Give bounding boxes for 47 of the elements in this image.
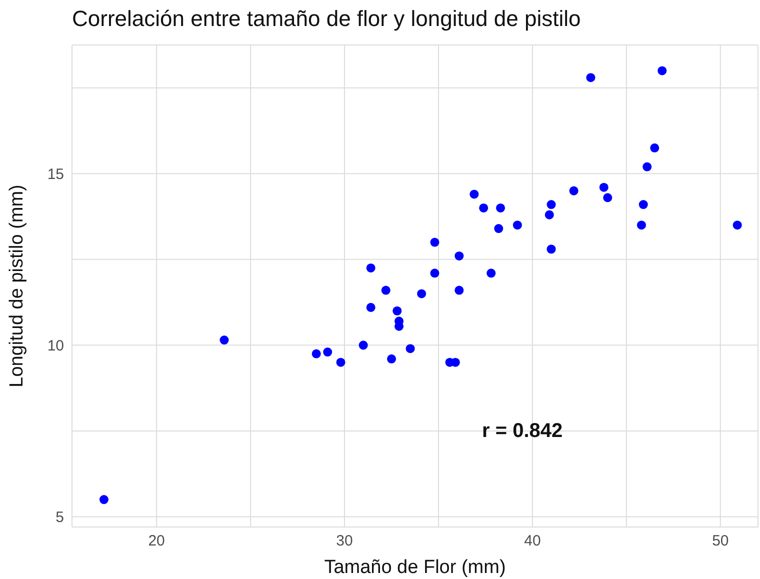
point [430, 238, 440, 247]
point [546, 244, 556, 254]
point [406, 344, 415, 354]
point [650, 143, 660, 152]
point [358, 340, 368, 350]
y-axis-title: Longitud de pistilo (mm) [6, 184, 28, 388]
point [479, 203, 488, 212]
point [220, 336, 229, 345]
point [323, 348, 332, 357]
point [312, 349, 321, 358]
x-tick-label: 30 [336, 532, 353, 550]
point [546, 200, 556, 210]
point [496, 203, 506, 212]
y-tick-label: 10 [47, 338, 64, 355]
y-tick-label: 5 [56, 509, 64, 526]
y-tick-label: 15 [47, 166, 64, 183]
x-tick-label: 40 [524, 532, 541, 550]
point [99, 495, 108, 504]
x-tick-label: 20 [148, 532, 165, 550]
point [417, 289, 426, 298]
point [586, 73, 596, 82]
point [642, 162, 652, 172]
point [470, 190, 479, 199]
point [386, 354, 396, 364]
point [544, 210, 554, 220]
point [366, 263, 376, 272]
x-axis-title: Tamaño de Flor (mm) [324, 557, 506, 578]
chart-title: Correlación entre tamaño de flor y longitud de pistilo [72, 6, 581, 32]
point [658, 66, 667, 76]
point [732, 220, 742, 230]
point [603, 193, 612, 202]
point [638, 200, 648, 210]
annotation: r = 0.842 [482, 420, 563, 443]
point [486, 268, 496, 278]
point [336, 358, 346, 367]
point [381, 286, 390, 295]
x-tick-label: 50 [712, 532, 729, 550]
point [494, 224, 504, 234]
point [454, 286, 464, 295]
point [569, 186, 578, 196]
point [366, 302, 376, 312]
point [454, 251, 464, 260]
point [512, 220, 522, 230]
point [599, 182, 608, 192]
point [392, 306, 402, 316]
point [430, 268, 440, 278]
point [636, 220, 646, 230]
